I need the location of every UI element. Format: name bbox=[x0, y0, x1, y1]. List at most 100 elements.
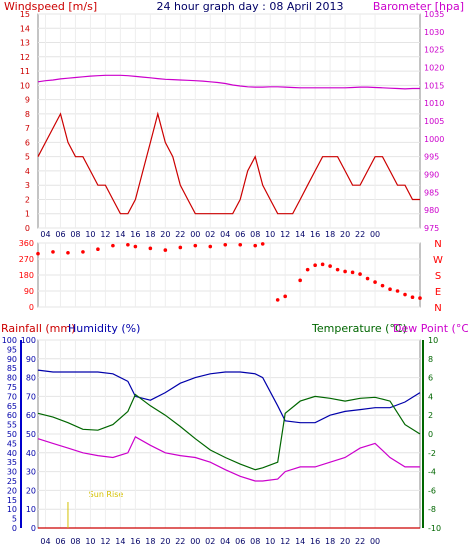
pressure-tick-label: 975 bbox=[424, 224, 439, 233]
wind-tick-label: 1 bbox=[25, 210, 30, 219]
wind-panel-frame bbox=[37, 13, 421, 229]
x-tick-label: 04 bbox=[40, 537, 50, 546]
rain-tick-label: 15 bbox=[7, 496, 17, 505]
x-tick-label: 14 bbox=[295, 537, 305, 546]
temp-tick-label: -6 bbox=[428, 486, 436, 495]
wind-tick-label: 10 bbox=[20, 81, 30, 90]
pressure-tick-label: 1000 bbox=[424, 135, 444, 144]
humidity-tick-label: 20 bbox=[26, 486, 36, 495]
direction-point bbox=[111, 243, 115, 248]
windspeed-axis-title: Windspeed [m/s] bbox=[4, 0, 97, 13]
barometer-line bbox=[37, 74, 420, 90]
temp-axis-bar bbox=[422, 340, 424, 528]
x-tick-label: 08 bbox=[250, 230, 260, 239]
x-tick-label: 10 bbox=[265, 537, 275, 546]
rain-tick-label: 65 bbox=[7, 402, 17, 411]
temp-tick-label: -8 bbox=[428, 505, 436, 514]
wind-tick-label: 4 bbox=[25, 167, 30, 176]
legend-rainfall: Rainfall (mm) bbox=[1, 322, 75, 335]
direction-point bbox=[365, 276, 370, 281]
rain-tick-label: 85 bbox=[7, 364, 17, 373]
rain-tick-label: 60 bbox=[7, 411, 17, 420]
rain-tick-label: 90 bbox=[7, 355, 17, 364]
rain-tick-label: 75 bbox=[7, 383, 17, 392]
x-tick-label: 16 bbox=[310, 537, 320, 546]
humidity-tick-label: 100 bbox=[21, 336, 36, 345]
x-tick-label: 06 bbox=[55, 537, 65, 546]
pressure-tick-label: 1030 bbox=[424, 28, 444, 37]
rain-axis-bar bbox=[20, 340, 22, 528]
temp-tick-label: 2 bbox=[428, 411, 433, 420]
direction-point bbox=[418, 296, 422, 300]
direction-tick-label: 360 bbox=[19, 239, 34, 248]
direction-tick-label: 180 bbox=[19, 271, 34, 280]
compass-label: S bbox=[435, 271, 441, 282]
x-tick-label: 18 bbox=[145, 537, 155, 546]
wind-tick-label: 5 bbox=[25, 153, 30, 162]
humidity-tick-label: 60 bbox=[26, 411, 36, 420]
x-tick-label: 18 bbox=[145, 230, 155, 239]
humidity-tick-label: 80 bbox=[26, 374, 36, 383]
direction-point bbox=[81, 250, 85, 254]
x-tick-label: 20 bbox=[160, 537, 170, 546]
wind-tick-label: 0 bbox=[25, 224, 30, 233]
temp-tick-label: 6 bbox=[428, 374, 433, 383]
legend-dewpoint: Dew Point (°C) bbox=[393, 322, 468, 335]
x-tick-label: 20 bbox=[340, 537, 350, 546]
x-tick-label: 22 bbox=[175, 537, 185, 546]
x-tick-label: 12 bbox=[280, 230, 290, 239]
x-tick-label: 14 bbox=[115, 537, 125, 546]
pressure-tick-label: 1020 bbox=[424, 64, 444, 73]
direction-point bbox=[163, 248, 168, 252]
rain-tick-label: 10 bbox=[7, 505, 17, 514]
x-tick-label: 00 bbox=[190, 537, 200, 546]
pressure-tick-label: 980 bbox=[424, 206, 439, 215]
temp-tick-label: 10 bbox=[428, 336, 438, 345]
temp-tick-label: -10 bbox=[428, 524, 441, 533]
wind-tick-label: 9 bbox=[25, 96, 30, 105]
x-tick-label: 10 bbox=[85, 537, 95, 546]
direction-point bbox=[260, 242, 265, 246]
temperature-line bbox=[37, 393, 421, 471]
x-tick-label: 08 bbox=[250, 537, 260, 546]
graph-title: 24 hour graph day : 08 April 2013 bbox=[157, 0, 344, 13]
wind-tick-label: 13 bbox=[20, 39, 30, 48]
x-tick-label: 00 bbox=[190, 230, 200, 239]
rain-tick-label: 50 bbox=[7, 430, 17, 439]
direction-tick-label: 90 bbox=[24, 287, 34, 296]
humidity-line bbox=[37, 369, 421, 424]
direction-point bbox=[148, 246, 153, 251]
direction-point bbox=[253, 243, 258, 248]
wind-tick-label: 11 bbox=[20, 67, 30, 76]
direction-point bbox=[96, 247, 100, 252]
sunrise-label: Sun Rise bbox=[89, 490, 124, 499]
direction-tick-label: 0 bbox=[29, 303, 34, 312]
temp-tick-label: 4 bbox=[428, 392, 433, 401]
direction-point bbox=[388, 287, 392, 292]
direction-point bbox=[51, 250, 55, 254]
direction-point bbox=[305, 267, 310, 272]
x-tick-label: 22 bbox=[355, 230, 365, 239]
x-tick-label: 06 bbox=[235, 230, 245, 239]
x-tick-label: 18 bbox=[325, 537, 335, 546]
barometer-axis-title: Barometer [hpa] bbox=[373, 0, 464, 13]
humidity-tick-label: 50 bbox=[26, 430, 36, 439]
x-tick-label: 20 bbox=[160, 230, 170, 239]
direction-point bbox=[208, 244, 213, 249]
x-tick-label: 20 bbox=[340, 230, 350, 239]
x-tick-label: 12 bbox=[100, 230, 110, 239]
dewpoint-line bbox=[37, 435, 420, 482]
pressure-tick-label: 990 bbox=[424, 171, 439, 180]
x-tick-label: 08 bbox=[70, 537, 80, 546]
wind-tick-label: 15 bbox=[20, 10, 30, 19]
legend-humidity: Humidity (%) bbox=[68, 322, 140, 335]
direction-point bbox=[328, 264, 332, 268]
wind-tick-label: 14 bbox=[20, 24, 30, 33]
direction-point bbox=[313, 263, 317, 268]
pressure-tick-label: 1010 bbox=[424, 99, 444, 108]
x-tick-label: 00 bbox=[370, 537, 380, 546]
wind-tick-label: 2 bbox=[25, 195, 30, 204]
legend-temperature: Temperature (°C) bbox=[311, 322, 407, 335]
direction-point bbox=[380, 283, 385, 288]
